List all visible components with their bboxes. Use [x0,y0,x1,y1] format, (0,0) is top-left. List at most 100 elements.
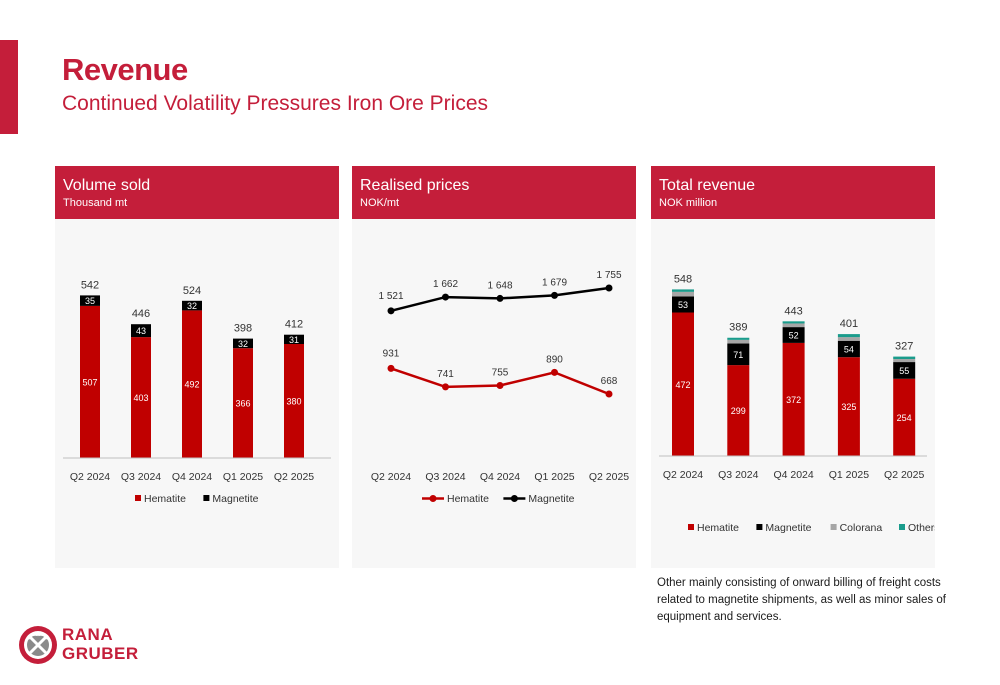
bar-magnetite [837,340,860,358]
point-magnetite [442,293,449,301]
bar-others [727,337,750,340]
bar-magnetite [672,296,694,313]
point-hematite [551,368,558,376]
category-label: Q2 2024 [371,471,411,483]
bar-magnetite [893,362,916,379]
data-label: 1 755 [596,270,621,281]
total-label: 398 [234,323,252,335]
data-label: 668 [601,376,618,387]
bar-magnetite [782,327,805,343]
panel-title: Total revenue [659,177,756,194]
panel-header: Volume sold Thousand mt [55,166,339,219]
bar-others [893,356,916,360]
page-title: Revenue [62,52,188,87]
total-label: 548 [674,273,692,285]
bar-colorana [672,291,694,297]
category-label: Q4 2024 [480,471,520,483]
accent-bar [0,40,18,134]
bar-label: 507 [82,377,97,387]
bar-hematite [284,344,304,458]
realised-prices-panel: Realised prices NOK/mt 931 741 755 890 668 1 … [352,166,636,568]
legend-label: Magnetite [212,493,258,505]
bar-label: 43 [136,326,146,336]
logo-line-2: GRUBER [62,644,139,663]
bar-label: 32 [187,301,197,311]
bar-label: 71 [733,350,743,360]
total-label: 542 [81,279,99,291]
legend-label: Hematite [447,493,489,505]
bar-label: 254 [897,413,912,423]
realised-prices-chart: 931 741 755 890 668 1 521 1 662 1 648 1 679 1 755… [371,270,629,505]
bar-label: 299 [731,406,746,416]
category-label: Q3 2024 [121,471,161,483]
bar-label: 403 [133,393,148,403]
point-magnetite [387,307,395,315]
data-label: 1 679 [542,277,567,288]
rana-gruber-logo: RANA GRUBER [18,620,148,670]
bar-others [782,321,805,324]
bar-colorana [837,337,860,341]
logo-emblem-icon [19,626,57,664]
data-label: 931 [383,348,400,359]
point-magnetite [605,284,613,292]
legend-swatch-others [899,524,905,530]
point-magnetite [551,291,558,299]
bar-hematite [782,342,805,456]
category-label: Q2 2024 [663,469,703,481]
bar-label: 54 [844,344,854,354]
legend-label: Colorana [840,522,883,534]
bar-label: 366 [235,399,250,409]
category-label: Q1 2025 [223,471,263,483]
total-revenue-chart: 472 53 548 Q2 2024 299 71 389 Q3 2024 372 52 443 Q4… [659,273,935,534]
bar-hematite [893,378,916,456]
total-label: 443 [784,305,802,317]
legend-label: Hematite [144,493,186,505]
legend-label: Magnetite [528,493,574,505]
legend-swatch-magnetite [203,495,210,501]
point-hematite [442,383,449,391]
bar-label: 472 [675,380,690,390]
total-label: 389 [729,322,747,334]
bar-hematite [182,310,202,458]
panel-unit: Thousand mt [63,197,128,209]
bar-hematite [233,348,253,458]
legend-label: Hematite [697,522,739,534]
panel-title: Volume sold [63,177,151,194]
bar-label: 35 [85,296,95,306]
legend-swatch-hematite [135,495,141,501]
category-label: Q2 2025 [589,471,629,483]
category-label: Q1 2025 [534,471,574,483]
bar-hematite [131,337,151,458]
legend-swatch-hematite [688,524,694,530]
legend-label: Magnetite [765,522,811,534]
bar-label: 32 [238,339,248,349]
category-label: Q2 2024 [70,471,110,483]
category-label: Q3 2024 [718,469,758,481]
volume-sold-chart: 507 35 542 Q2 2024 403 43 446 Q3 2024 492 32 524 Q4… [63,279,331,505]
data-label: 741 [437,369,454,380]
legend-swatch-colorana [830,524,837,530]
bar-magnetite [80,295,100,306]
bar-colorana [782,323,805,328]
data-label: 1 648 [487,280,512,291]
bar-magnetite [131,324,151,338]
total-revenue-panel: Total revenue NOK million 472 53 548 Q2 202… [651,166,935,568]
total-label: 446 [132,308,150,320]
legend-swatch-magnetite [756,524,763,530]
total-label: 327 [895,341,913,353]
bar-label: 53 [678,300,688,310]
logo-text: RANA GRUBER [62,625,139,663]
bar-hematite [80,305,100,458]
legend-marker-hematite [429,495,437,502]
volume-sold-panel: Volume sold Thousand mt 507 35 542 Q2 2024 4… [55,166,339,568]
footnote: Other mainly consisting of onward billin… [657,577,946,623]
bar-hematite [727,365,750,456]
point-hematite [496,382,504,390]
page-subtitle: Continued Volatility Pressures Iron Ore … [62,92,489,115]
logo-line-1: RANA [62,625,114,644]
bar-label: 380 [286,397,301,407]
legend-label: Others [908,522,935,534]
category-label: Q4 2024 [172,471,212,483]
panel-unit: NOK million [659,197,718,209]
bar-colorana [893,359,916,363]
